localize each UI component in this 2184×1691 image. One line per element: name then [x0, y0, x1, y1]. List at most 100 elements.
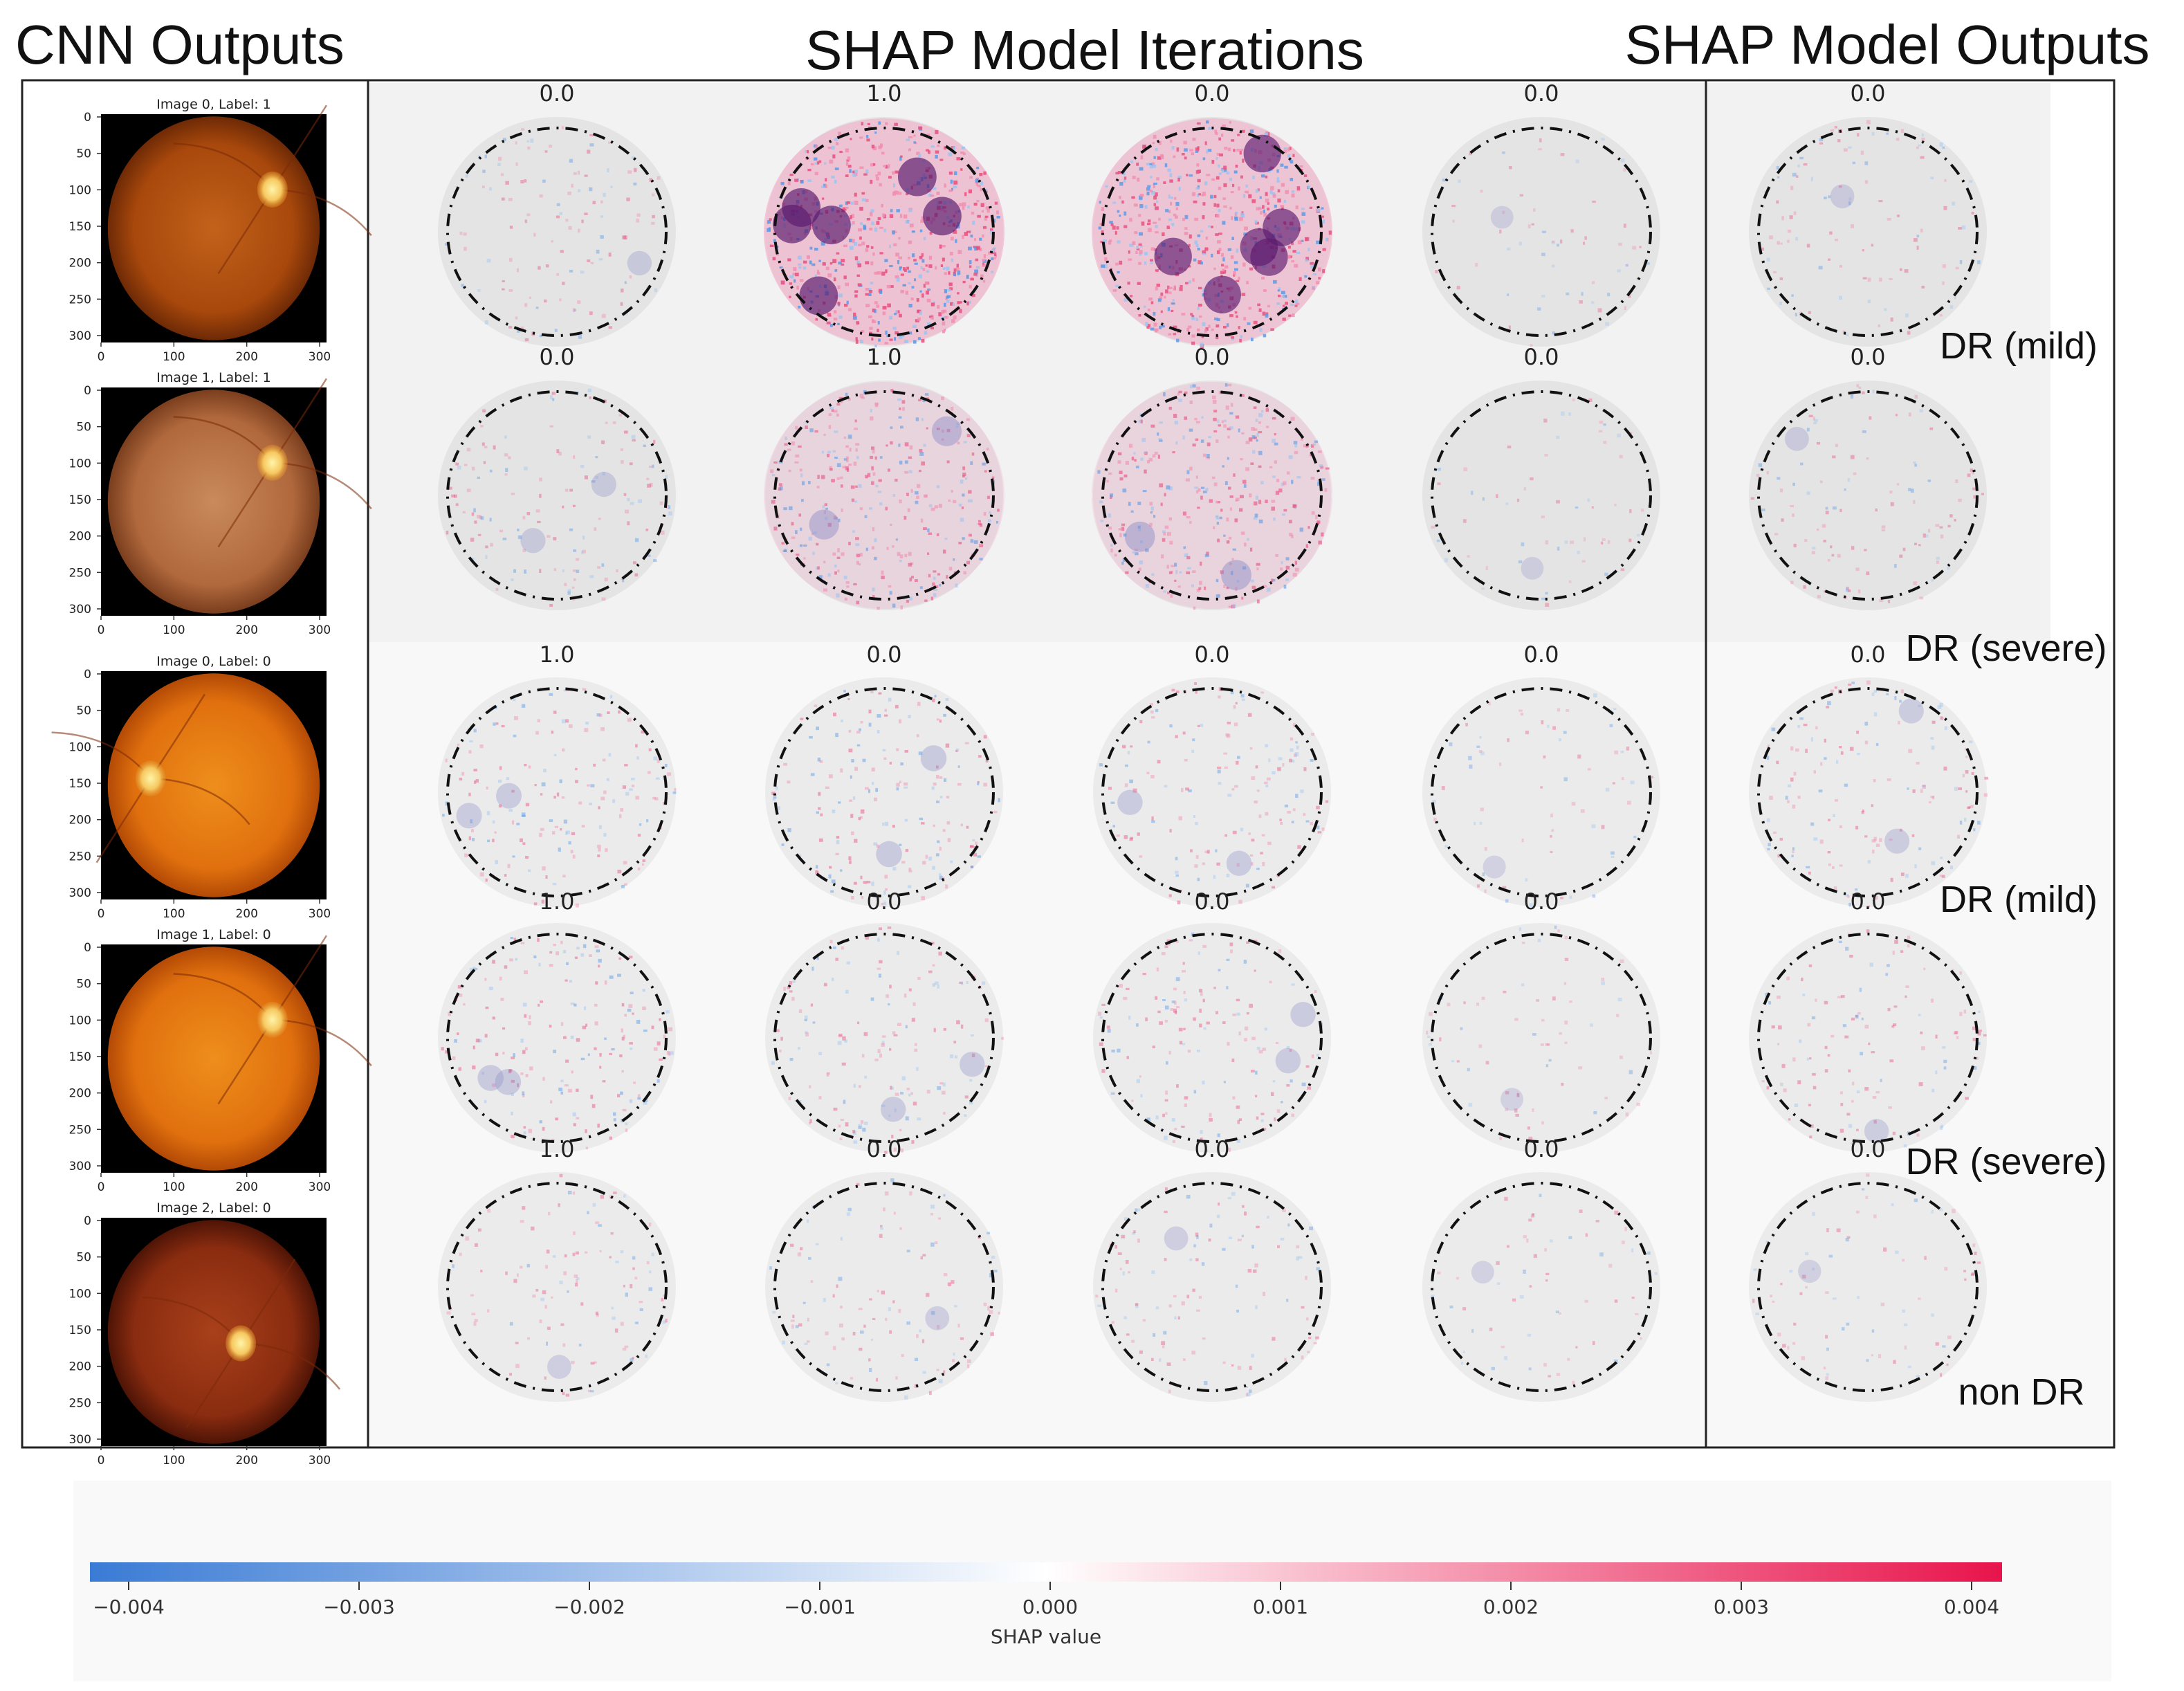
shap-speckle — [1163, 590, 1166, 593]
shap-speckle — [1313, 1342, 1317, 1344]
shap-speckle — [445, 758, 448, 762]
shap-speckle — [1119, 181, 1123, 186]
shap-panel: 0.0 — [438, 344, 676, 610]
shap-speckle — [930, 145, 935, 148]
shap-speckle — [1220, 271, 1224, 274]
shap-speckle — [889, 1330, 892, 1334]
shap-speckle — [495, 722, 499, 725]
shap-hotspot — [1483, 855, 1506, 879]
shap-speckle — [1245, 467, 1249, 471]
shap-speckle — [970, 461, 973, 465]
shap-speckle — [539, 493, 542, 498]
shap-speckle — [1157, 455, 1160, 459]
shap-speckle — [806, 255, 810, 259]
shap-speckle — [621, 1118, 624, 1123]
shap-speckle — [1192, 138, 1196, 141]
shap-speckle — [560, 828, 562, 831]
shap-speckle — [563, 1036, 567, 1039]
shap-speckle — [1269, 980, 1272, 983]
shap-speckle — [926, 427, 928, 430]
shap-speckle — [464, 246, 467, 251]
shap-speckle — [1229, 121, 1231, 124]
shap-speckle — [544, 1305, 547, 1309]
shap-speckle — [893, 183, 896, 188]
shap-speckle — [1202, 998, 1205, 1003]
shap-speckle — [808, 536, 812, 541]
shap-speckle — [905, 849, 909, 852]
shap-speckle — [1810, 176, 1813, 181]
shap-speckle — [1193, 1244, 1196, 1247]
shap-speckle — [1274, 442, 1278, 446]
shap-speckle — [1855, 1210, 1860, 1214]
shap-speckle — [869, 289, 873, 293]
shap-speckle — [1245, 190, 1247, 194]
shap-speckle — [932, 698, 935, 702]
shap-speckle — [938, 1379, 943, 1384]
shap-speckle — [627, 497, 630, 502]
shap-speckle — [1247, 713, 1252, 717]
shap-speckle — [603, 832, 607, 837]
shap-speckle — [1131, 1232, 1135, 1235]
shap-speckle — [1218, 1203, 1220, 1206]
shap-speckle — [598, 258, 603, 261]
shap-speckle — [917, 702, 921, 706]
shap-speckle — [1469, 152, 1472, 156]
shap-speckle — [652, 464, 654, 468]
shap-speckle — [890, 523, 892, 527]
shap-speckle — [520, 942, 525, 944]
shap-speckle — [1456, 1277, 1460, 1280]
shap-speckle — [487, 839, 490, 843]
shap-speckle — [1112, 825, 1115, 828]
shap-speckle — [1217, 419, 1220, 423]
shap-speckle — [893, 1212, 896, 1215]
shap-speckle — [1267, 202, 1269, 205]
shap-speckle — [1317, 482, 1321, 486]
shap-speckle — [1281, 295, 1285, 298]
shap-speckle — [1907, 1365, 1911, 1369]
shap-speckle — [459, 1252, 462, 1256]
shap-speckle — [622, 785, 627, 789]
shap-speckle — [469, 967, 474, 972]
shap-speckle — [1860, 1052, 1864, 1056]
shap-speckle — [1174, 1010, 1177, 1015]
shap-speckle — [798, 1100, 802, 1104]
shap-speckle — [1125, 461, 1130, 465]
shap-speckle — [1285, 190, 1290, 194]
shap-speckle — [549, 951, 553, 954]
shap-speckle — [917, 154, 921, 158]
shap-retina-silhouette — [1422, 923, 1660, 1153]
shap-panel: 0.0 — [765, 888, 1004, 1154]
shap-speckle — [932, 964, 935, 967]
shap-speckle — [940, 264, 943, 267]
shap-speckle — [608, 252, 612, 257]
shap-speckle — [1307, 248, 1310, 251]
shap-speckle — [1855, 825, 1859, 830]
shap-speckle — [847, 697, 850, 700]
shap-speckle — [1240, 394, 1245, 397]
shap-speckle — [567, 591, 571, 595]
shap-speckle — [1560, 411, 1565, 416]
shap-speckle — [1178, 390, 1182, 394]
shap-speckle — [1174, 196, 1177, 200]
shap-speckle — [859, 206, 863, 211]
shap-speckle — [1165, 289, 1168, 294]
shap-hotspot — [1471, 1261, 1494, 1284]
shap-speckle — [1226, 586, 1229, 589]
shap-speckle — [513, 734, 517, 738]
shap-speckle — [1316, 825, 1320, 830]
shap-speckle — [1873, 895, 1878, 900]
shap-retina-silhouette — [765, 923, 1003, 1153]
shap-speckle — [850, 775, 852, 779]
shap-speckle — [1184, 391, 1188, 394]
shap-speckle — [1173, 1008, 1177, 1013]
shap-speckle — [1621, 1241, 1625, 1245]
shap-panel-value: 0.0 — [1851, 888, 1886, 915]
shap-speckle — [1965, 770, 1969, 774]
shap-speckle — [814, 162, 818, 165]
shap-speckle — [1591, 824, 1596, 828]
shap-speckle — [874, 556, 877, 560]
shap-speckle — [596, 713, 601, 717]
shap-speckle — [1829, 231, 1833, 235]
shap-speckle — [520, 1072, 524, 1075]
shap-speckle — [1258, 413, 1263, 417]
